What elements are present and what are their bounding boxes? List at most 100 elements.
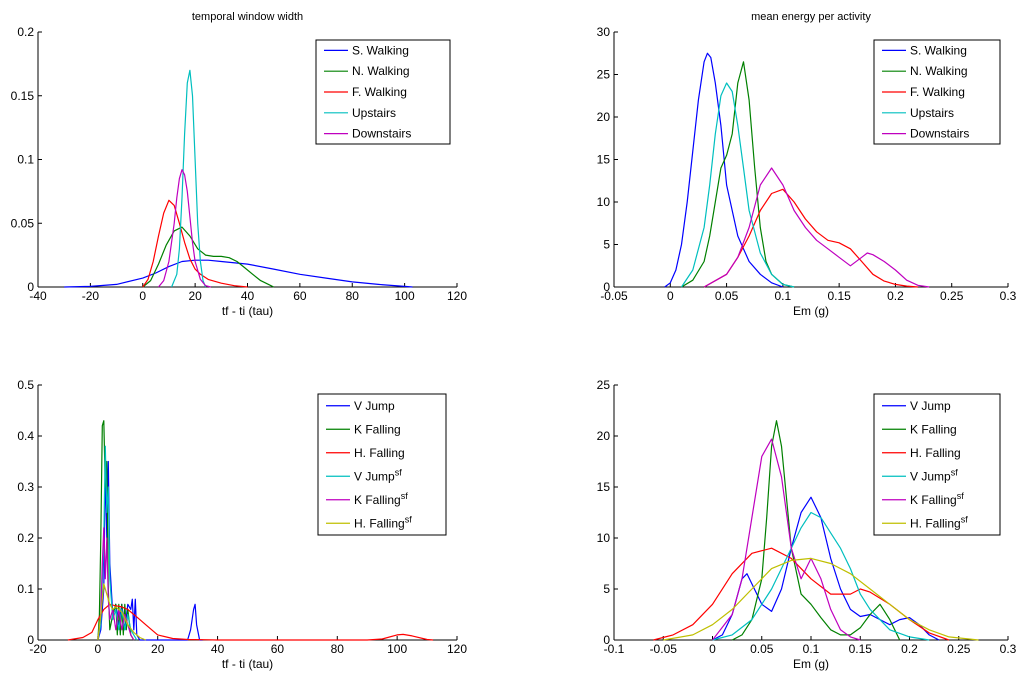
legend-label: F. Walking [352,85,407,99]
series-line-h-falling-sf [663,557,979,641]
y-tick-label: 0.05 [11,216,35,230]
y-tick-label: 15 [597,153,611,167]
x-tick-label: 0.05 [750,642,774,656]
x-tick-label: 0.25 [947,642,971,656]
x-tick-label: 20 [151,642,165,656]
legend-label: V Jump [910,399,951,413]
x-tick-label: 0.2 [887,289,904,303]
legend: S. Walking N. Walking F. Walking Upstairs Do… [315,39,451,145]
y-tick-label: 0.5 [17,378,34,392]
legend: V Jump K Falling H. Falling V Jumpsf K Falli… [317,393,447,536]
legend-label: S. Walking [910,43,967,57]
legend-label: H. Fallingsf [910,514,968,530]
x-tick-label: 0.1 [803,642,820,656]
x-tick-label: 0.2 [901,642,918,656]
x-tick-label: 0.3 [1000,642,1017,656]
y-tick-label: 30 [597,25,611,39]
x-tick-label: -0.05 [650,642,678,656]
legend-label: V Jumpsf [910,467,958,483]
x-tick-label: 100 [395,289,415,303]
series-line-upstairs [171,69,207,288]
y-tick-label: 0.4 [17,429,34,443]
series-line-s-walking [664,52,784,288]
series-line-f-walking [142,199,248,288]
series-line-n-walking [142,226,274,288]
legend-box [317,393,447,536]
x-tick-label: 40 [211,642,225,656]
y-tick-label: 0.1 [17,582,34,596]
legend: V Jump K Falling H. Falling V Jumpsf K Falli… [873,393,1001,536]
x-tick-label: 120 [447,642,467,656]
y-tick-label: 10 [597,195,611,209]
series-line-n-walking [681,61,795,288]
series-line-v-jump-sf [712,511,930,641]
series-line-f-walking [703,188,918,288]
x-tick-label: 60 [293,289,307,303]
x-axis-label: tf - ti (tau) [222,304,273,318]
x-tick-label: -20 [82,289,100,303]
x-tick-label: 0.05 [715,289,739,303]
series-line-k-falling-sf [97,527,135,641]
y-tick-label: 15 [597,480,611,494]
legend-label: K Falling [354,422,401,436]
series-line-downstairs [703,167,930,288]
y-tick-label: 20 [597,110,611,124]
y-tick-label: 5 [603,238,610,252]
y-tick-label: 0.15 [11,89,35,103]
x-tick-label: 0.1 [775,289,792,303]
x-axis-label: tf - ti (tau) [222,657,273,671]
y-tick-label: 0 [27,633,34,647]
y-tick-label: 0.2 [17,25,34,39]
x-tick-label: -20 [29,642,47,656]
x-tick-label: 120 [447,289,467,303]
x-tick-label: 0.15 [827,289,851,303]
x-tick-label: 20 [188,289,202,303]
x-tick-label: 0 [139,289,146,303]
x-tick-label: 0 [709,642,716,656]
x-tick-label: 0.15 [849,642,873,656]
legend-label: F. Walking [910,85,965,99]
legend-label: Downstairs [910,127,969,141]
legend-label: V Jump [354,399,395,413]
legend-label: Downstairs [352,127,411,141]
y-tick-label: 20 [597,429,611,443]
chart-panel-4: -0.1 -0.05 0 0.05 0.1 0.15 0.2 0.25 0.3 0 5 10 15 20 2… [597,378,1017,671]
x-axis-label: Em (g) [793,304,829,318]
series-line-s-walking [64,259,413,288]
chart-panel-1: -40 -20 0 20 40 60 80 100 120 0 0.05 0.1 0.15 0.2 temp… [11,11,468,318]
y-tick-label: 10 [597,531,611,545]
x-tick-label: 0.25 [940,289,964,303]
y-tick-label: 0.2 [17,531,34,545]
x-tick-label: 0 [667,289,674,303]
y-tick-label: 25 [597,378,611,392]
chart-title: mean energy per activity [751,11,871,23]
y-tick-label: 0.1 [17,153,34,167]
legend-label: Upstairs [910,106,954,120]
legend: S. Walking N. Walking F. Walking Upstairs Do… [873,39,1001,145]
legend-label: N. Walking [352,64,410,78]
y-tick-label: 0.3 [17,480,34,494]
legend-label: H. Falling [354,446,405,460]
legend-label: K Fallingsf [910,491,964,507]
series-line-k-falling [731,420,901,641]
x-tick-label: 40 [241,289,255,303]
legend-label: V Jumpsf [354,467,402,483]
legend-label: Upstairs [352,106,396,120]
x-tick-label: 0.3 [1000,289,1017,303]
series-line-h-falling-sf [97,583,146,641]
y-tick-label: 5 [603,582,610,596]
legend-label: K Falling [910,422,957,436]
legend-label: N. Walking [910,64,968,78]
y-tick-label: 0 [603,280,610,294]
series-line-upstairs [681,82,795,288]
y-tick-label: 25 [597,68,611,82]
y-tick-label: 0 [603,633,610,647]
series-line-k-falling-sf [712,438,861,641]
legend-label: H. Fallingsf [354,514,412,530]
legend-label: H. Falling [910,446,961,460]
x-tick-label: -0.05 [600,289,628,303]
x-tick-label: -0.1 [604,642,625,656]
legend-box [873,393,1001,536]
legend-label: K Fallingsf [354,491,408,507]
